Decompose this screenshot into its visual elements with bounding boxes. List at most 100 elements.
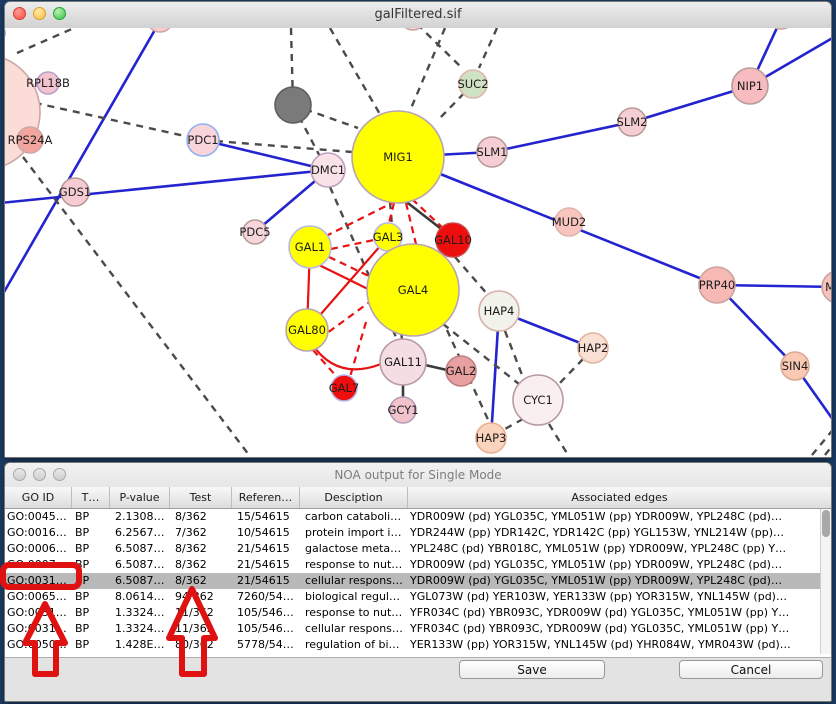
node-SLM2[interactable] (617, 107, 647, 137)
edge[interactable] (22, 156, 250, 456)
edge[interactable] (348, 321, 368, 378)
table-row[interactable]: GO:0016… BP 6.2567… 7/362 10/54615 protein im… (5, 525, 820, 541)
node-HAP2[interactable] (577, 332, 609, 364)
close-button[interactable] (13, 7, 26, 20)
node-MUD2[interactable] (554, 207, 584, 237)
node-unlabeled[interactable] (400, 28, 426, 31)
edge[interactable] (477, 28, 499, 69)
node-PDC5[interactable] (242, 219, 268, 245)
node-GAL2[interactable] (445, 355, 477, 387)
column-header-3[interactable]: Test (170, 487, 232, 508)
network-canvas[interactable]: RPL18B RPS24A GDS1 PDC1 PDC5 DMC1 MIG1 SUC2 SLM1… (5, 28, 831, 457)
node-MSN[interactable] (821, 271, 831, 303)
edge[interactable] (824, 441, 831, 456)
edge[interactable] (631, 84, 751, 124)
column-header-0[interactable]: GO ID (5, 487, 72, 508)
edge[interactable] (328, 186, 401, 345)
edge[interactable] (16, 28, 75, 55)
node-GAL1[interactable] (288, 225, 332, 269)
edge[interactable] (5, 28, 158, 299)
table-row[interactable]: GO:0031… BP 6.5087… 8/362 21/54615 cellular r… (5, 573, 820, 589)
node-label: MIG1 (383, 150, 413, 164)
table-row[interactable]: GO:0045… BP 2.1308… 8/362 15/54615 carbon cat… (5, 509, 820, 525)
node-GAL80[interactable] (285, 308, 329, 352)
edge[interactable] (328, 28, 383, 117)
node-unlabeled[interactable] (274, 86, 312, 124)
edge[interactable] (411, 198, 445, 230)
node-RPS24A[interactable] (16, 126, 44, 154)
edge[interactable] (442, 323, 520, 385)
table-row[interactable]: GO:0007… BP 6.5087… 8/362 21/54615 response t… (5, 557, 820, 573)
edge[interactable] (489, 310, 501, 439)
edge[interactable] (202, 138, 316, 169)
edge[interactable] (314, 262, 373, 292)
edge[interactable] (547, 423, 570, 456)
noa-window-titlebar[interactable]: NOA output for Single Mode (5, 463, 831, 488)
node-unlabeled[interactable] (147, 28, 173, 33)
edge[interactable] (491, 120, 633, 154)
cancel-button[interactable]: Cancel (679, 660, 823, 679)
table-row[interactable]: GO:0050… BP 1.428E… 80/362 5778/54… regulatio… (5, 637, 820, 653)
node-GAL4[interactable] (366, 243, 460, 337)
node-MIG1[interactable] (351, 110, 445, 204)
node-GAL11[interactable] (379, 338, 427, 386)
save-button[interactable]: Save (459, 660, 605, 679)
node-HAP3[interactable] (475, 422, 507, 454)
edge[interactable] (5, 168, 329, 204)
minimize-button[interactable] (33, 7, 46, 20)
edge[interactable] (312, 349, 338, 378)
edge[interactable] (445, 329, 492, 425)
edge[interactable] (502, 417, 524, 432)
edge[interactable] (319, 200, 397, 240)
table-row[interactable]: GO:0031… BP 1.3324… 11/362 105/546… response … (5, 605, 820, 621)
network-window-titlebar[interactable]: galFiltered.sif (5, 2, 831, 29)
edge[interactable] (318, 300, 372, 340)
edge[interactable] (330, 238, 375, 251)
edge[interactable] (387, 202, 396, 224)
edge[interactable] (21, 98, 204, 142)
edge[interactable] (811, 426, 831, 456)
cell: YDR009W (pd) YGL035C, YML051W (pp) YDR00… (410, 558, 782, 571)
edge[interactable] (292, 103, 359, 130)
column-header-4[interactable]: Referen… (232, 487, 300, 508)
edge[interactable] (328, 256, 372, 278)
edge[interactable] (556, 358, 584, 387)
minimize-button[interactable] (33, 468, 46, 481)
vertical-scrollbar[interactable] (820, 509, 831, 654)
column-header-2[interactable]: P-value (110, 487, 170, 508)
edge[interactable] (438, 83, 474, 120)
edge[interactable] (311, 343, 382, 371)
edge[interactable] (407, 28, 447, 114)
table-row[interactable]: GO:0006… BP 6.5087… 8/362 21/54615 galactose … (5, 541, 820, 557)
node-CYC1[interactable] (512, 374, 564, 426)
edge[interactable] (417, 28, 463, 69)
edge[interactable] (454, 256, 496, 304)
close-button[interactable] (13, 468, 26, 481)
node-NIP1[interactable] (731, 67, 769, 105)
zoom-button[interactable] (53, 7, 66, 20)
node-unlabeled[interactable] (766, 28, 796, 30)
node-DMC1[interactable] (310, 152, 346, 188)
node-RPL18B[interactable] (36, 71, 60, 95)
scrollbar-thumb[interactable] (822, 510, 830, 537)
node-GDS1[interactable] (60, 177, 90, 207)
node-SIN4[interactable] (780, 351, 810, 381)
node-PDC1[interactable] (186, 123, 220, 157)
table-row[interactable]: GO:0065… BP 8.0614… 94/362 7260/54… biologica… (5, 589, 820, 605)
node-GAL10[interactable] (435, 222, 471, 258)
edge[interactable] (424, 363, 448, 372)
node-SUC2[interactable] (458, 69, 488, 99)
node-label: NIP1 (737, 79, 763, 93)
column-header-1[interactable]: T… (72, 487, 110, 508)
column-header-5[interactable]: Desciption (300, 487, 408, 508)
zoom-button[interactable] (53, 468, 66, 481)
node-GAL7[interactable] (330, 374, 358, 402)
node-SLM1[interactable] (476, 136, 508, 168)
edge[interactable] (503, 330, 526, 381)
node-HAP4[interactable] (478, 290, 520, 332)
table-row[interactable]: GO:0031… BP 1.3324… 11/362 105/546… cellular … (5, 621, 820, 637)
edge[interactable] (716, 283, 831, 289)
node-GCY1[interactable] (389, 396, 417, 424)
column-header-6[interactable]: Associated edges (571, 491, 668, 504)
node-PRP40[interactable] (698, 266, 736, 304)
